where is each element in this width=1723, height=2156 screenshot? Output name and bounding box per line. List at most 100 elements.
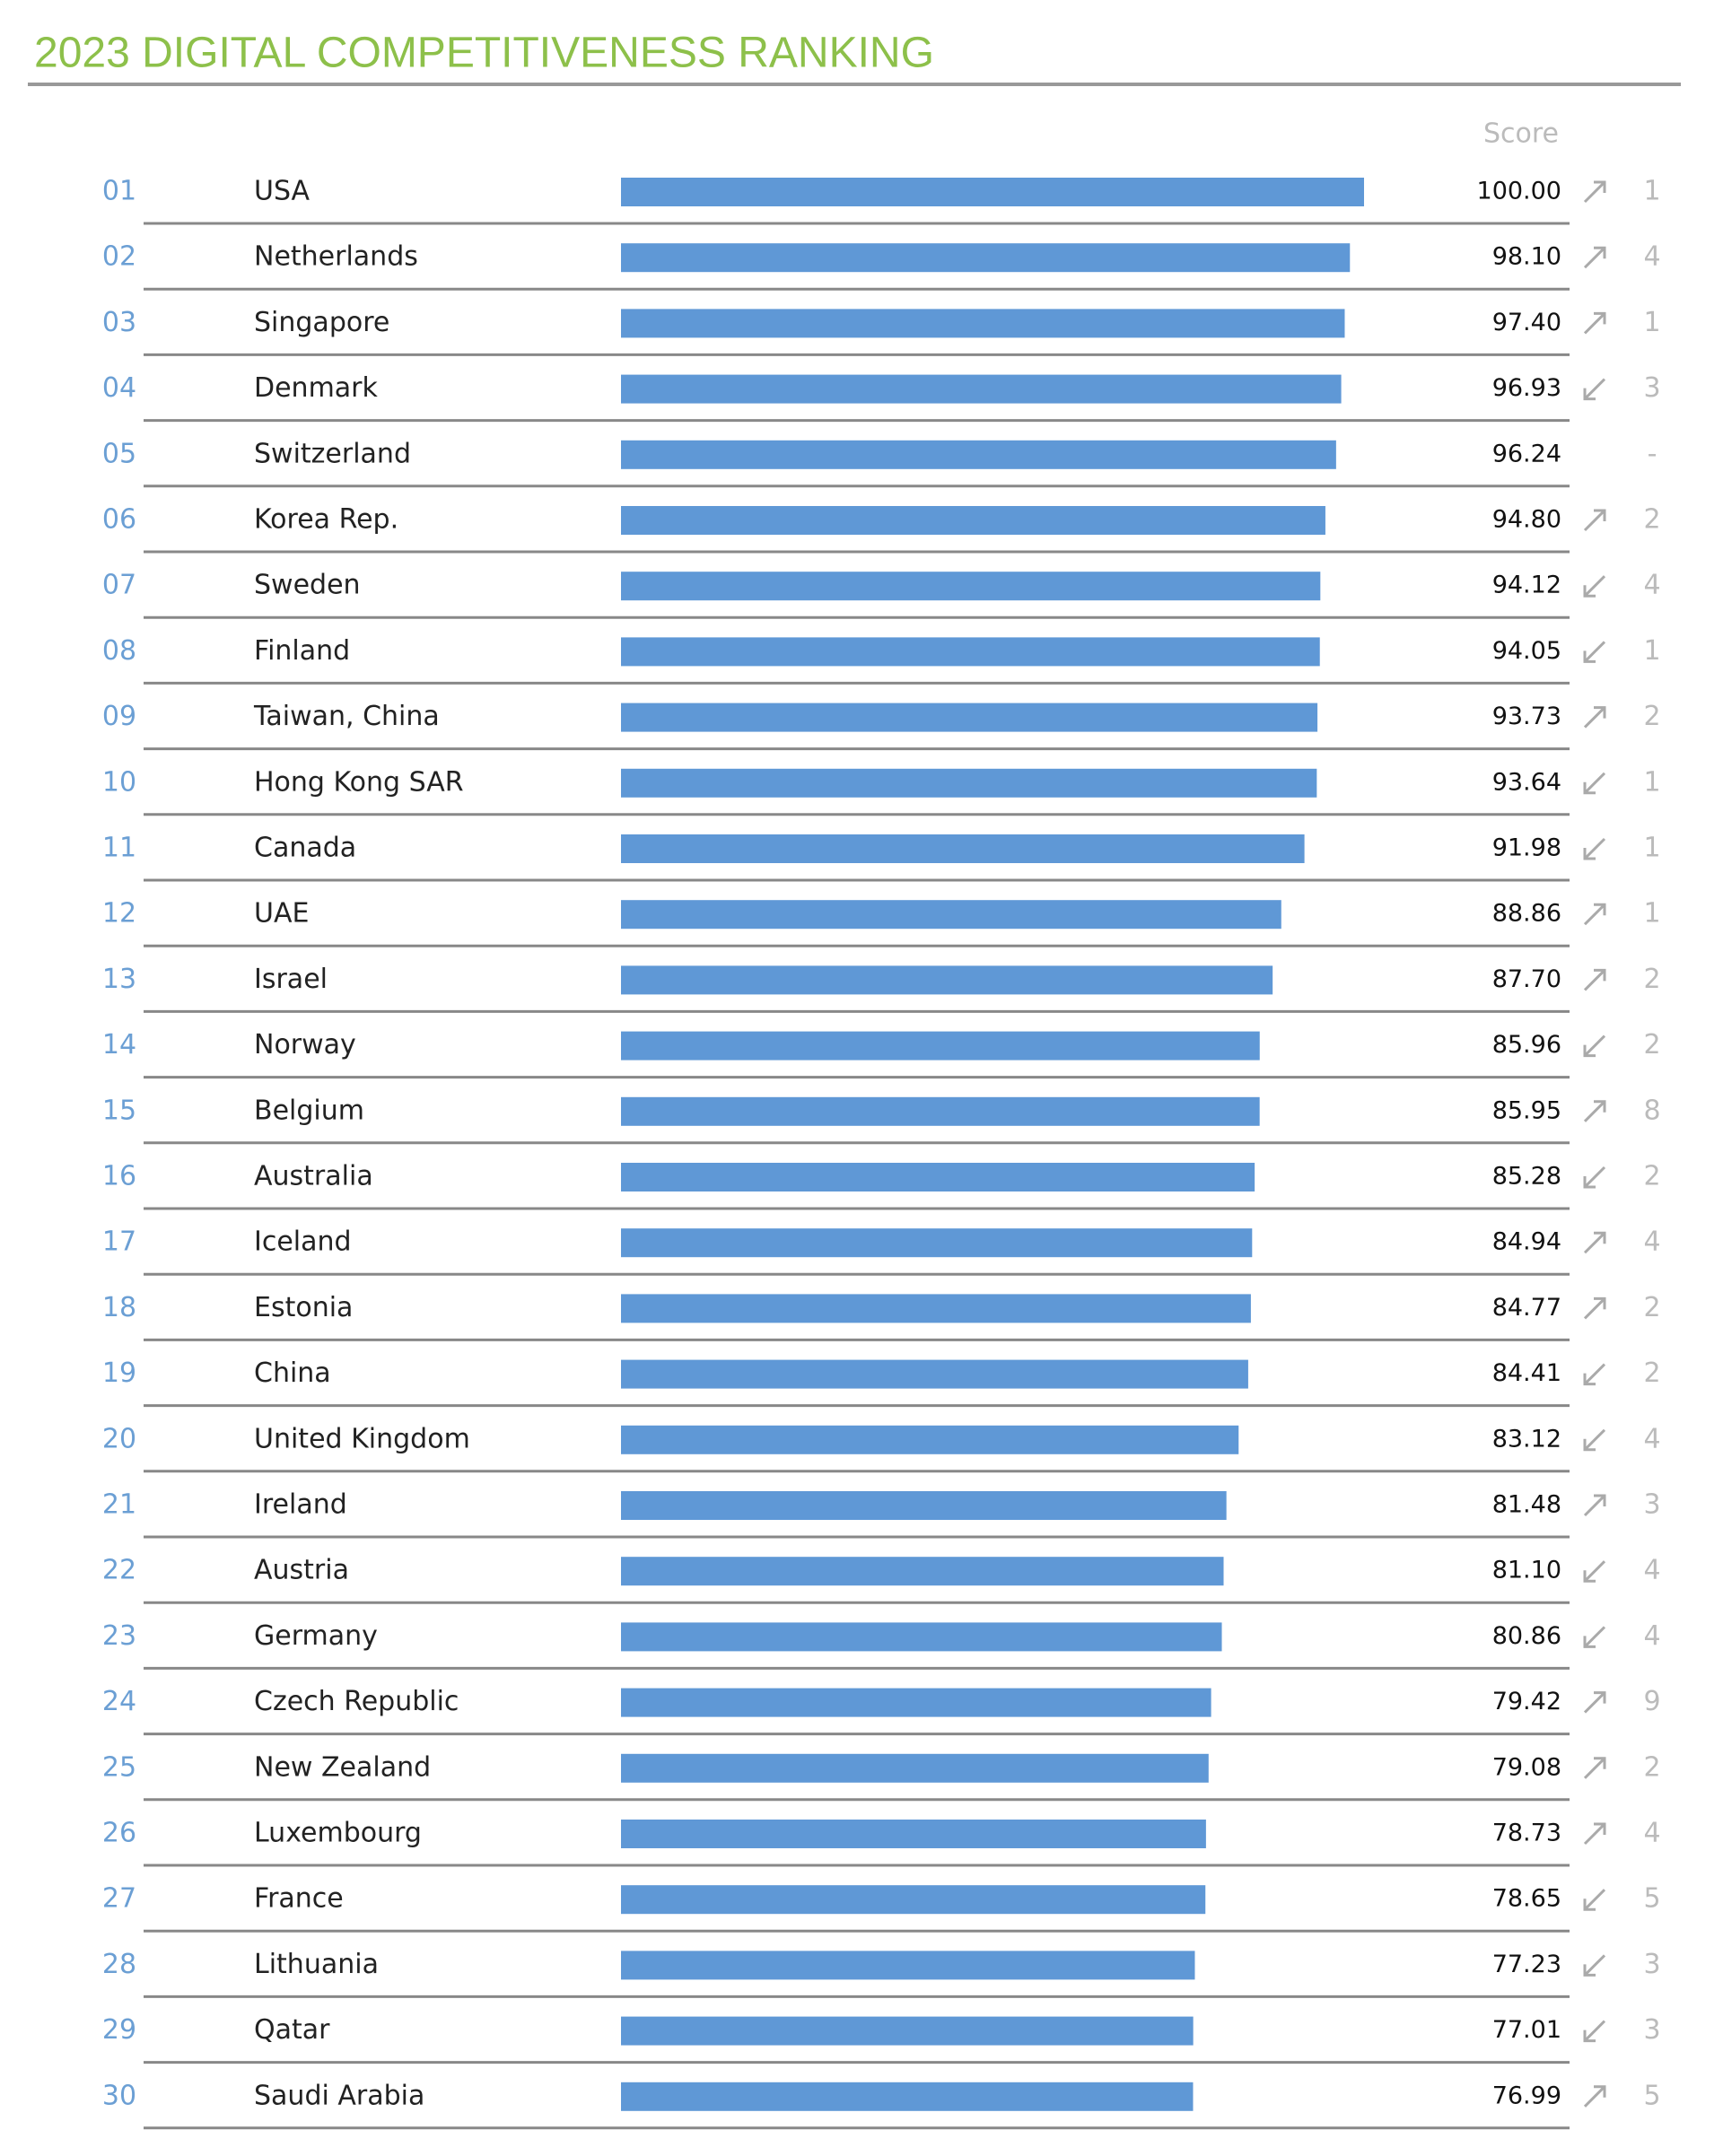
- rank-change: 4: [1643, 1818, 1660, 1849]
- rank-label: 20: [102, 1423, 136, 1454]
- rank-change: 4: [1643, 1226, 1660, 1258]
- category-label: Netherlands: [254, 241, 418, 273]
- bar: [621, 703, 1318, 732]
- rank-label: 30: [102, 2080, 136, 2111]
- value-label: 96.93: [1492, 374, 1561, 402]
- rank-change: 1: [1643, 635, 1660, 667]
- bar: [621, 178, 1364, 206]
- bar: [621, 900, 1281, 930]
- category-label: Iceland: [254, 1226, 352, 1258]
- category-label: Czech Republic: [254, 1686, 459, 1717]
- rank-label: 25: [102, 1751, 136, 1783]
- rank-change: 1: [1643, 833, 1660, 864]
- trend-arrow: [1583, 968, 1606, 991]
- bar: [621, 2016, 1194, 2046]
- trend-arrow: [1583, 1165, 1606, 1189]
- trend-arrow: [1583, 903, 1606, 926]
- bar: [621, 1425, 1239, 1454]
- trend-arrow: [1583, 1691, 1606, 1714]
- trend-arrow: [1583, 180, 1606, 204]
- rank-change: 1: [1643, 898, 1660, 930]
- bar: [621, 1885, 1206, 1915]
- rank-label: 17: [102, 1226, 136, 1258]
- category-label: Ireland: [254, 1489, 347, 1521]
- category-label: Estonia: [254, 1292, 353, 1323]
- rank-change: -: [1648, 438, 1657, 469]
- rank-label: 08: [102, 635, 136, 667]
- column-header: Score: [1483, 118, 1559, 150]
- rank-change: 2: [1643, 1751, 1660, 1783]
- rank-change: 3: [1643, 2014, 1660, 2046]
- rank-label: 01: [102, 176, 136, 207]
- rank-label: 06: [102, 504, 136, 536]
- rank-label: 04: [102, 372, 136, 404]
- value-label: 79.08: [1492, 1753, 1561, 1781]
- category-label: Lithuania: [254, 1949, 379, 1980]
- rank-change: 4: [1643, 1620, 1660, 1652]
- rank-change: 2: [1643, 701, 1660, 732]
- bar: [621, 1622, 1222, 1652]
- rank-change: 2: [1643, 1292, 1660, 1323]
- category-label: USA: [254, 176, 310, 207]
- rank-label: 10: [102, 766, 136, 798]
- bar: [621, 1163, 1255, 1191]
- category-label: Saudi Arabia: [254, 2080, 424, 2111]
- chart-title: 2023 DIGITAL COMPETITIVENESS RANKING: [34, 30, 934, 77]
- rank-change: 4: [1643, 570, 1660, 601]
- rank-change: 2: [1643, 1161, 1660, 1192]
- rank-label: 22: [102, 1555, 136, 1586]
- bar: [621, 637, 1320, 667]
- rank-label: 05: [102, 438, 136, 469]
- value-label: 93.64: [1492, 768, 1561, 796]
- bar: [621, 1096, 1260, 1126]
- category-label: Taiwan, China: [253, 701, 440, 732]
- trend-arrow: [1583, 1954, 1606, 1977]
- trend-arrow: [1583, 1034, 1606, 1058]
- trend-arrow: [1583, 1889, 1606, 1911]
- rank-label: 26: [102, 1818, 136, 1849]
- bar: [621, 965, 1273, 995]
- category-label: New Zealand: [254, 1751, 431, 1783]
- rank-change: 4: [1643, 241, 1660, 273]
- value-label: 87.70: [1492, 965, 1561, 993]
- category-label: United Kingdom: [254, 1423, 470, 1454]
- category-label: Canada: [254, 833, 356, 864]
- bar: [621, 1228, 1253, 1258]
- category-label: Korea Rep.: [254, 504, 398, 536]
- value-label: 84.77: [1492, 1294, 1561, 1322]
- bar: [621, 1557, 1224, 1586]
- category-label: Belgium: [254, 1095, 364, 1126]
- value-label: 78.65: [1492, 1885, 1561, 1913]
- trend-arrow: [1583, 1428, 1606, 1452]
- category-label: Australia: [254, 1161, 373, 1192]
- trend-arrow: [1583, 1494, 1606, 1517]
- trend-arrow: [1583, 1231, 1606, 1254]
- bar: [621, 243, 1351, 273]
- rank-label: 11: [102, 833, 136, 864]
- value-label: 77.01: [1492, 2016, 1561, 2044]
- value-label: 85.95: [1492, 1096, 1561, 1124]
- value-label: 100.00: [1477, 178, 1561, 205]
- value-label: 85.28: [1492, 1163, 1561, 1191]
- rank-change: 2: [1643, 964, 1660, 995]
- value-label: 77.23: [1492, 1951, 1561, 1978]
- rank-change: 5: [1643, 1883, 1660, 1915]
- category-label: Luxembourg: [254, 1818, 422, 1849]
- category-label: Austria: [254, 1555, 349, 1586]
- trend-arrow: [1583, 1296, 1606, 1320]
- value-label: 88.86: [1492, 900, 1561, 928]
- bar: [621, 1031, 1260, 1061]
- value-label: 79.42: [1492, 1688, 1561, 1715]
- rank-label: 27: [102, 1883, 136, 1915]
- category-label: China: [254, 1357, 331, 1389]
- bar: [621, 1491, 1227, 1520]
- rank-label: 15: [102, 1095, 136, 1126]
- rank-change: 3: [1643, 1949, 1660, 1980]
- value-label: 80.86: [1492, 1622, 1561, 1650]
- rank-label: 02: [102, 241, 136, 273]
- trend-arrow: [1583, 378, 1606, 401]
- category-label: Qatar: [254, 2014, 330, 2046]
- category-label: Israel: [254, 964, 328, 995]
- rank-change: 1: [1643, 307, 1660, 338]
- rank-label: 29: [102, 2014, 136, 2046]
